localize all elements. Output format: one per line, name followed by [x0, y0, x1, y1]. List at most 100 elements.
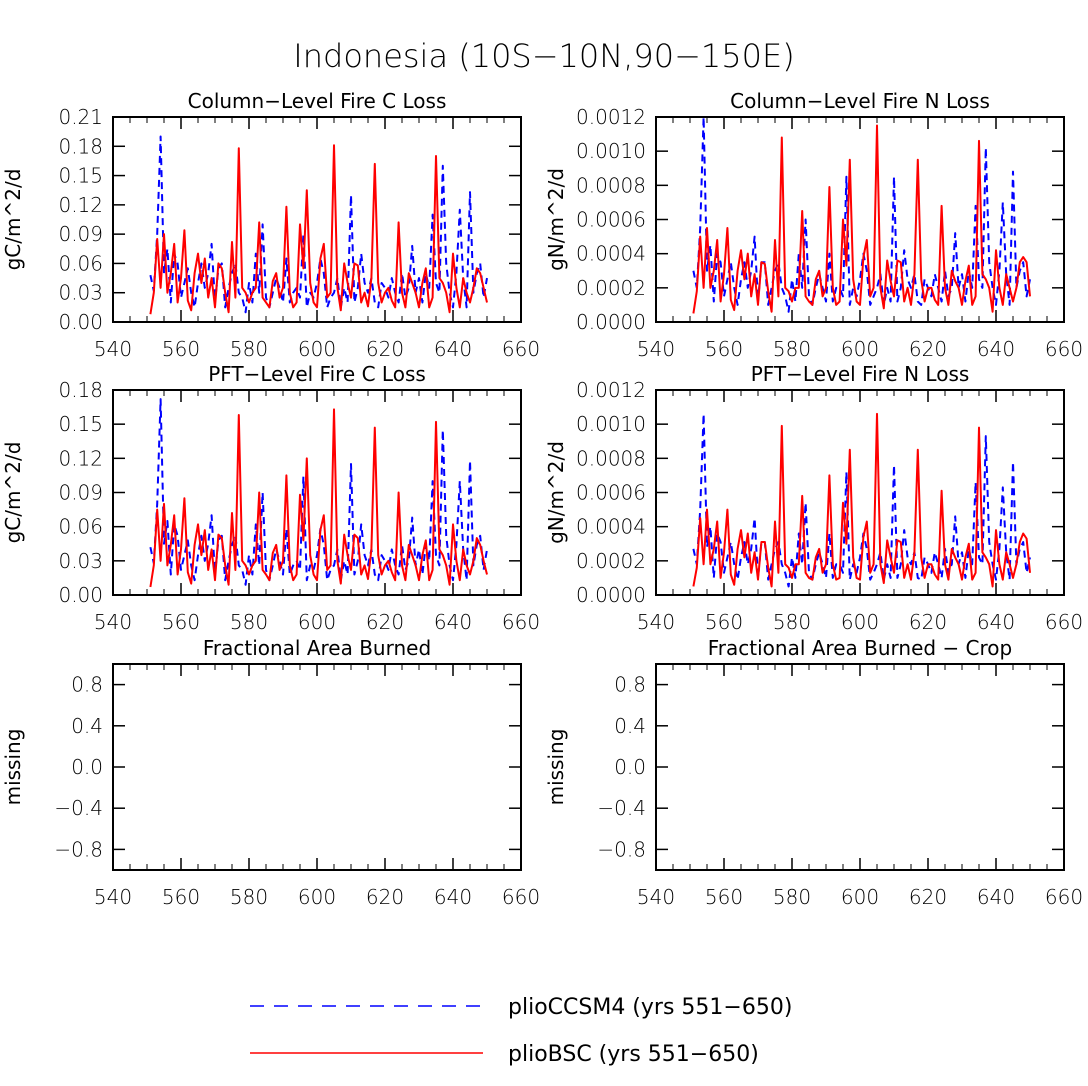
y-tick-label: 0.03 [58, 281, 103, 305]
panel-title: Column−Level Fire C Loss [188, 89, 447, 113]
y-tick-label: −0.4 [54, 796, 103, 820]
x-tick-label: 640 [977, 337, 1015, 361]
y-tick-label: 0.15 [58, 164, 103, 188]
x-tick-label: 580 [230, 337, 268, 361]
series-line-pliobsc [149, 408, 488, 588]
x-tick-label: 540 [637, 610, 675, 634]
y-tick-label: 0.0 [71, 755, 103, 779]
panel-title: PFT−Level Fire C Loss [208, 362, 426, 386]
y-tick-label: 0.0004 [576, 242, 646, 266]
y-axis-label: gN/m^2/d [544, 441, 568, 544]
x-tick-label: 660 [1045, 337, 1083, 361]
x-tick-label: 620 [909, 337, 947, 361]
x-tick-label: 640 [434, 610, 472, 634]
x-tick-label: 560 [162, 610, 200, 634]
y-axis-label: gC/m^2/d [1, 442, 25, 544]
legend-label-2: plioBSC (yrs 551−650) [508, 1042, 759, 1067]
y-tick-label: 0.0010 [576, 139, 646, 163]
x-tick-label: 540 [637, 337, 675, 361]
y-tick-label: −0.4 [597, 796, 646, 820]
y-tick-label: 0.0006 [576, 481, 646, 505]
x-tick-label: 620 [366, 337, 404, 361]
y-tick-label: 0.06 [58, 515, 103, 539]
x-tick-label: 660 [502, 610, 540, 634]
x-tick-label: 560 [705, 610, 743, 634]
y-tick-label: 0.09 [58, 481, 103, 505]
y-tick-label: 0.18 [58, 378, 103, 402]
y-tick-label: 0.4 [71, 714, 103, 738]
series-line-pliobsc [149, 144, 488, 315]
chart-panel-6: 540 560 580 600 620 640 660 −0.8 −0.4 0.0 0.4 0.8 Fr… [544, 636, 1083, 909]
chart-panel-5: 540 560 580 600 620 640 660 −0.8 −0.4 0.0 0.4 0.8 Fr… [1, 636, 540, 909]
y-tick-label: 0.0000 [576, 583, 646, 607]
x-tick-label: 560 [705, 885, 743, 909]
y-tick-label: −0.8 [54, 837, 103, 861]
y-tick-label: 0.06 [58, 251, 103, 275]
x-tick-label: 660 [502, 337, 540, 361]
chart-panel-3: 540 560 580 600 620 640 660 0.00 0.03 0.06 0.09 0.1… [1, 362, 540, 634]
y-tick-label: 0.4 [614, 714, 646, 738]
chart-panel-2: 540 560 580 600 620 640 660 0.0000 0.0002 0.0004 0… [544, 89, 1083, 361]
x-tick-label: 660 [502, 885, 540, 909]
x-tick-label: 640 [977, 610, 1015, 634]
plot-frame [655, 663, 1065, 871]
y-axis-label: gC/m^2/d [1, 169, 25, 271]
x-tick-label: 600 [298, 337, 336, 361]
y-tick-label: 0.15 [58, 412, 103, 436]
x-tick-label: 620 [366, 885, 404, 909]
y-tick-label: 0.12 [58, 446, 103, 470]
figure-title: Indonesia (10S−10N,90−150E) [293, 37, 794, 75]
y-tick-label: 0.09 [58, 222, 103, 246]
x-tick-label: 600 [298, 885, 336, 909]
y-tick-label: 0.0006 [576, 208, 646, 232]
y-tick-label: 0.0000 [576, 310, 646, 334]
x-tick-label: 660 [1045, 610, 1083, 634]
y-tick-label: 0.00 [58, 583, 103, 607]
x-tick-label: 560 [162, 885, 200, 909]
plot-frame [112, 663, 522, 871]
x-tick-label: 540 [94, 885, 132, 909]
x-tick-label: 620 [909, 610, 947, 634]
y-tick-label: 0.0004 [576, 515, 646, 539]
y-axis-label: gN/m^2/d [544, 168, 568, 271]
y-tick-label: 0.03 [58, 549, 103, 573]
panels: 540 560 580 600 620 640 660 0.00 0.03 0.06 0.09 0.1… [1, 89, 1083, 909]
x-tick-label: 640 [434, 885, 472, 909]
y-tick-label: −0.8 [597, 837, 646, 861]
x-tick-label: 540 [637, 885, 675, 909]
x-tick-label: 620 [366, 610, 404, 634]
y-tick-label: 0.0 [614, 755, 646, 779]
y-tick-label: 0.0008 [576, 173, 646, 197]
y-tick-label: 0.8 [71, 673, 103, 697]
series-line-pliobsc [692, 412, 1031, 588]
y-tick-label: 0.18 [58, 134, 103, 158]
legend-label-1: plioCCSM4 (yrs 551−650) [508, 995, 792, 1020]
series-line-pliobsc [692, 124, 1031, 314]
x-tick-label: 580 [773, 337, 811, 361]
y-tick-label: 0.21 [58, 105, 103, 129]
x-tick-label: 640 [434, 337, 472, 361]
panel-title: Fractional Area Burned [203, 636, 431, 660]
x-tick-label: 600 [841, 610, 879, 634]
x-tick-label: 580 [230, 610, 268, 634]
legend: plioCCSM4 (yrs 551−650) plioBSC (yrs 551−… [250, 995, 792, 1067]
x-tick-label: 600 [841, 337, 879, 361]
x-tick-label: 540 [94, 610, 132, 634]
y-tick-label: 0.0012 [576, 378, 646, 402]
y-axis-label: missing [1, 729, 25, 806]
y-tick-label: 0.00 [58, 310, 103, 334]
x-tick-label: 620 [909, 885, 947, 909]
x-tick-label: 580 [230, 885, 268, 909]
panel-title: Column−Level Fire N Loss [730, 89, 990, 113]
y-tick-label: 0.0012 [576, 105, 646, 129]
y-tick-label: 0.12 [58, 193, 103, 217]
chart-panel-1: 540 560 580 600 620 640 660 0.00 0.03 0.06 0.09 0.1… [1, 89, 540, 361]
y-tick-label: 0.0010 [576, 412, 646, 436]
x-tick-label: 660 [1045, 885, 1083, 909]
x-tick-label: 540 [94, 337, 132, 361]
y-tick-label: 0.0008 [576, 446, 646, 470]
plot-frame [655, 389, 1065, 596]
y-tick-label: 0.0002 [576, 276, 646, 300]
y-axis-label: missing [544, 729, 568, 806]
